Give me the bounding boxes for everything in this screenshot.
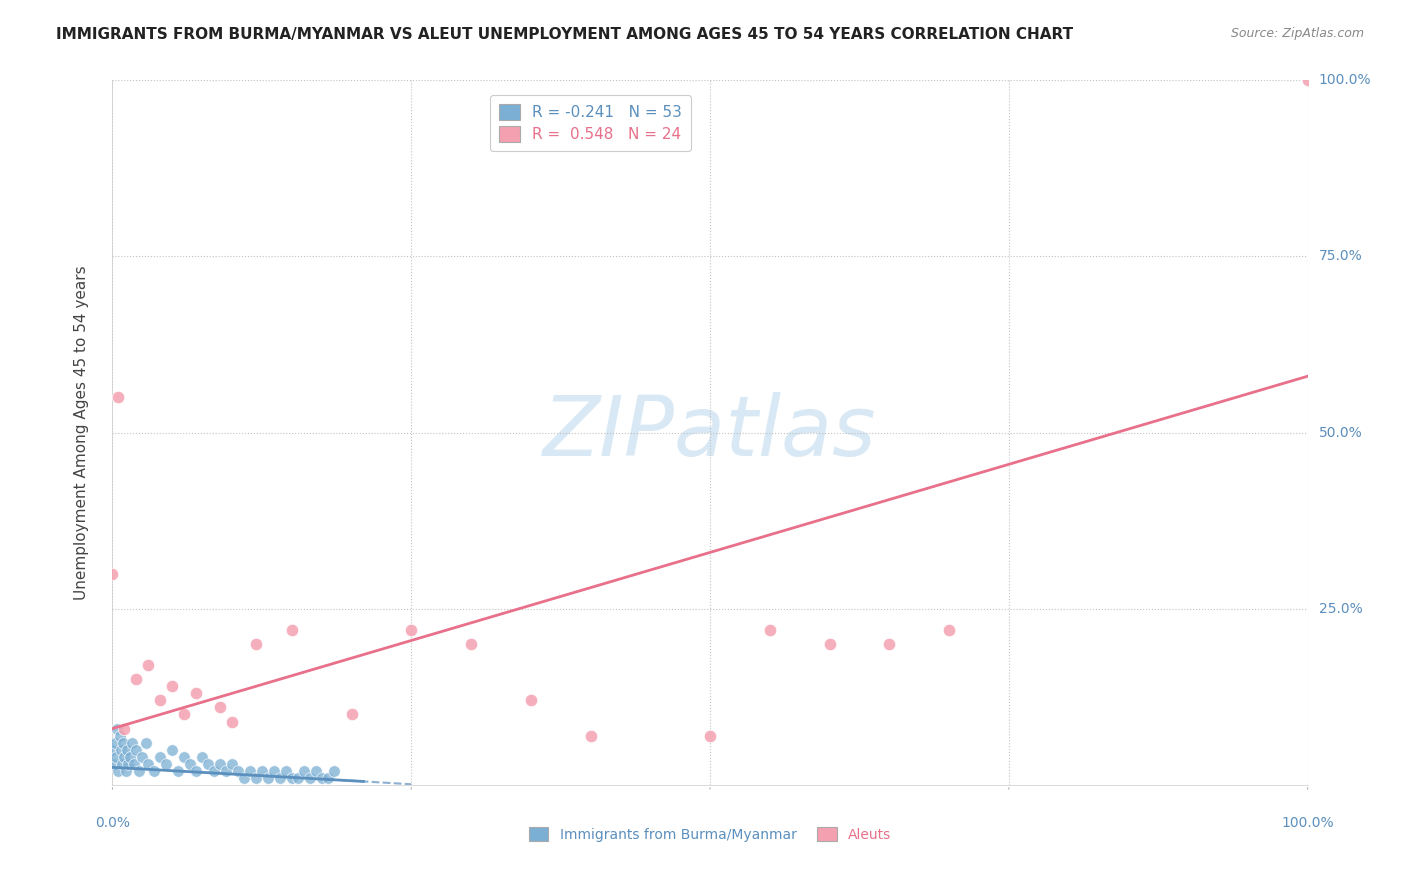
Point [179, 756, 201, 771]
Point [111, 756, 134, 771]
Point [135, 736, 157, 750]
Point [579, 729, 602, 743]
Text: 25.0%: 25.0% [1319, 602, 1362, 615]
Point [101, 566, 124, 581]
Point [233, 771, 256, 785]
Point [105, 749, 128, 764]
Point [281, 623, 304, 637]
Point [162, 679, 183, 693]
Text: 0.0%: 0.0% [96, 815, 129, 830]
Point [117, 756, 139, 771]
Point [101, 742, 124, 756]
Point [114, 764, 136, 778]
Point [143, 764, 166, 778]
Point [162, 742, 183, 756]
Point [138, 756, 160, 771]
Point [316, 771, 339, 785]
Point [818, 637, 841, 651]
Text: 50.0%: 50.0% [1319, 425, 1362, 440]
Point [257, 771, 280, 785]
Point [191, 749, 214, 764]
Point [245, 771, 267, 785]
Point [202, 764, 225, 778]
Point [155, 756, 177, 771]
Point [173, 707, 195, 722]
Point [759, 623, 782, 637]
Point [401, 623, 423, 637]
Point [167, 764, 190, 778]
Point [186, 686, 208, 700]
Point [125, 673, 148, 687]
Legend: Immigrants from Burma/Myanmar, Aleuts: Immigrants from Burma/Myanmar, Aleuts [522, 820, 898, 848]
Point [239, 764, 262, 778]
Point [112, 736, 135, 750]
Point [107, 764, 129, 778]
Point [114, 749, 135, 764]
Point [121, 736, 143, 750]
Point [221, 756, 243, 771]
Point [186, 764, 208, 778]
Point [209, 700, 232, 714]
Point [226, 764, 249, 778]
Point [149, 693, 172, 707]
Point [131, 749, 153, 764]
Point [298, 771, 321, 785]
Point [305, 764, 328, 778]
Point [520, 693, 543, 707]
Point [263, 764, 285, 778]
Point [879, 637, 901, 651]
Point [699, 729, 721, 743]
Point [108, 729, 131, 743]
Point [938, 623, 960, 637]
Point [269, 771, 291, 785]
Text: Source: ZipAtlas.com: Source: ZipAtlas.com [1230, 27, 1364, 40]
Point [1296, 73, 1319, 87]
Point [120, 749, 142, 764]
Point [292, 764, 315, 778]
Point [287, 771, 309, 785]
Point [221, 714, 243, 729]
Point [215, 764, 238, 778]
Point [322, 764, 344, 778]
Point [138, 658, 160, 673]
Point [281, 771, 304, 785]
Text: 75.0%: 75.0% [1319, 250, 1362, 263]
Point [173, 749, 195, 764]
Point [311, 771, 333, 785]
Point [122, 756, 145, 771]
Text: IMMIGRANTS FROM BURMA/MYANMAR VS ALEUT UNEMPLOYMENT AMONG AGES 45 TO 54 YEARS CO: IMMIGRANTS FROM BURMA/MYANMAR VS ALEUT U… [56, 27, 1073, 42]
Point [104, 736, 127, 750]
Text: 100.0%: 100.0% [1319, 73, 1371, 87]
Point [149, 749, 172, 764]
Point [105, 722, 128, 736]
Point [209, 756, 232, 771]
Point [274, 764, 297, 778]
Point [460, 637, 482, 651]
Point [128, 764, 150, 778]
Point [110, 742, 132, 756]
Point [245, 637, 267, 651]
Text: ZIPatlas: ZIPatlas [543, 392, 877, 473]
Point [115, 742, 138, 756]
Point [250, 764, 273, 778]
Point [107, 391, 129, 405]
Point [114, 722, 135, 736]
Point [125, 742, 148, 756]
Text: 100.0%: 100.0% [1281, 815, 1334, 830]
Y-axis label: Unemployment Among Ages 45 to 54 years: Unemployment Among Ages 45 to 54 years [75, 265, 89, 600]
Point [103, 756, 125, 771]
Point [340, 707, 363, 722]
Point [197, 756, 219, 771]
